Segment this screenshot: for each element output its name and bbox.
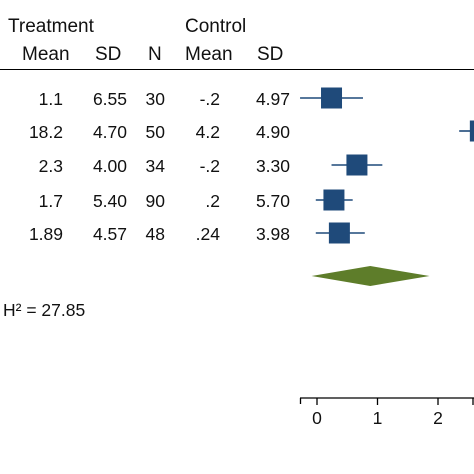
treatment-n-cell: 30	[145, 89, 165, 109]
control-mean-cell: .24	[195, 224, 220, 244]
treatment-mean-cell: 18.2	[28, 122, 63, 142]
control-mean-cell: -.2	[199, 156, 220, 176]
study-marker	[328, 222, 350, 244]
header-rule	[0, 69, 474, 71]
treatment-mean-cell: 2.3	[38, 156, 63, 176]
control-sd-cell: 5.70	[255, 191, 290, 211]
control-group-header: Control	[185, 16, 247, 37]
control-sd-cell: 3.30	[255, 156, 290, 176]
control-sd-cell: 4.90	[255, 122, 290, 142]
control-sd-cell: 4.97	[255, 89, 290, 109]
overall-effect-diamond	[311, 266, 430, 286]
control-mean-header: Mean	[185, 44, 233, 65]
control-sd-cell: 3.98	[255, 224, 290, 244]
treatment-sd-cell: 4.70	[92, 122, 127, 142]
treatment-mean-cell: 1.89	[28, 224, 63, 244]
treatment-sd-cell: 5.40	[92, 191, 127, 211]
treatment-sd-header: SD	[95, 44, 122, 65]
heterogeneity-stat: H² = 27.85	[3, 300, 86, 320]
treatment-n-header: N	[148, 44, 162, 65]
study-marker	[323, 189, 345, 211]
x-tick-label: 2	[433, 408, 443, 428]
control-mean-cell: 4.2	[195, 122, 220, 142]
treatment-sd-cell: 4.00	[92, 156, 127, 176]
treatment-n-cell: 34	[145, 156, 165, 176]
x-tick-label: 0	[312, 408, 322, 428]
treatment-sd-cell: 6.55	[92, 89, 127, 109]
treatment-sd-cell: 4.57	[92, 224, 127, 244]
study-marker	[321, 87, 343, 109]
treatment-mean-cell: 1.7	[38, 191, 63, 211]
study-marker	[469, 120, 474, 142]
control-mean-cell: -.2	[199, 89, 220, 109]
treatment-group-header: Treatment	[8, 16, 94, 37]
control-mean-cell: .2	[205, 191, 220, 211]
treatment-mean-cell: 1.1	[38, 89, 63, 109]
treatment-n-cell: 90	[145, 191, 165, 211]
treatment-mean-header: Mean	[22, 44, 70, 65]
treatment-n-cell: 48	[145, 224, 165, 244]
treatment-n-cell: 50	[145, 122, 165, 142]
x-tick-label: 1	[373, 408, 383, 428]
study-marker	[346, 154, 368, 176]
control-sd-header: SD	[257, 44, 284, 65]
